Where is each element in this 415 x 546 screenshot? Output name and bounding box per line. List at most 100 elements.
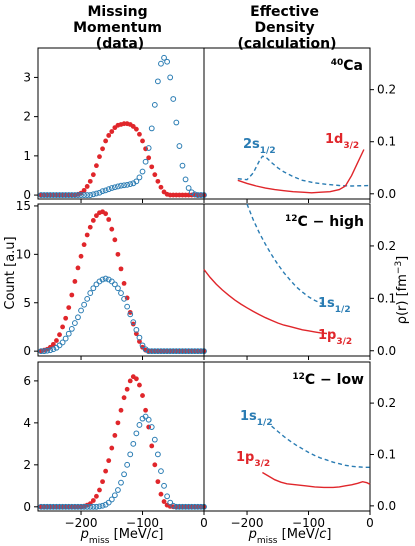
data-point-blue bbox=[198, 348, 204, 355]
data-point-blue bbox=[75, 192, 81, 198]
data-point-blue bbox=[93, 503, 100, 510]
data-point-blue bbox=[188, 348, 195, 355]
data-point-blue bbox=[142, 413, 149, 420]
data-point-red bbox=[158, 491, 164, 497]
series-line-red bbox=[203, 269, 328, 335]
series-line-blue bbox=[237, 155, 371, 187]
data-point-red bbox=[112, 433, 118, 438]
data-point-red bbox=[57, 332, 62, 338]
data-point-red bbox=[133, 331, 139, 337]
right-column-title: Effective Density (calculation) bbox=[238, 4, 337, 52]
data-point-red bbox=[100, 479, 105, 485]
data-point-blue bbox=[121, 182, 127, 189]
data-point-blue bbox=[102, 275, 109, 282]
data-point-blue bbox=[38, 192, 44, 198]
data-point-red bbox=[137, 382, 142, 388]
data-point-red bbox=[87, 224, 93, 230]
data-point-blue bbox=[179, 503, 186, 510]
data-point-red bbox=[112, 237, 118, 243]
data-point-blue bbox=[78, 192, 84, 198]
data-point-blue bbox=[151, 101, 158, 108]
data-point-blue bbox=[179, 162, 186, 169]
data-point-blue bbox=[111, 281, 118, 288]
data-point-red bbox=[87, 178, 93, 184]
series-line-blue bbox=[271, 425, 370, 468]
data-point-red bbox=[109, 129, 115, 134]
data-point-blue bbox=[47, 192, 54, 198]
data-point-red bbox=[106, 217, 112, 222]
data-point-blue bbox=[78, 307, 84, 314]
data-point-red bbox=[115, 251, 121, 257]
data-point-blue bbox=[41, 348, 48, 355]
nucleus-label-c12-high: 12C − high bbox=[285, 214, 364, 230]
data-point-red bbox=[81, 187, 87, 193]
data-point-blue bbox=[50, 503, 57, 510]
data-point-blue bbox=[68, 503, 75, 510]
orbital-label-1p32-high: 1p3/2 bbox=[318, 328, 352, 347]
data-point-blue bbox=[87, 192, 94, 198]
data-point-blue bbox=[154, 78, 161, 85]
y-tick-label: 5 bbox=[23, 296, 31, 310]
y-tick-label: 15 bbox=[16, 199, 31, 213]
data-point-blue bbox=[53, 192, 60, 198]
panel-middle-left: 0 5 10 15 bbox=[16, 199, 207, 360]
data-point-red bbox=[137, 131, 142, 137]
data-point-red bbox=[109, 226, 115, 232]
data-point-red bbox=[81, 242, 87, 248]
data-point-blue bbox=[161, 54, 167, 61]
x-tick-label: −100 bbox=[292, 516, 325, 530]
orbital-label-2s12-ca: 2s1/2 bbox=[243, 137, 276, 156]
data-point-blue bbox=[111, 184, 118, 191]
data-point-blue bbox=[167, 499, 174, 506]
series-line-red bbox=[237, 149, 365, 194]
y-tick-label: 1 bbox=[23, 149, 31, 163]
data-point-blue bbox=[139, 168, 146, 175]
data-point-blue bbox=[59, 503, 66, 510]
data-point-blue bbox=[118, 182, 124, 189]
data-point-blue bbox=[133, 178, 140, 185]
y-tick-label: 2 bbox=[23, 458, 31, 472]
data-point-blue bbox=[75, 314, 81, 321]
orbital-label-1d32-ca: 1d3/2 bbox=[325, 132, 359, 151]
data-point-red bbox=[106, 133, 112, 138]
panel-frame bbox=[37, 361, 205, 512]
data-point-blue bbox=[62, 192, 69, 198]
data-point-blue bbox=[148, 125, 155, 132]
y-tick-label: 6 bbox=[23, 374, 31, 388]
data-point-red bbox=[84, 184, 90, 189]
data-point-blue bbox=[44, 503, 51, 510]
y-tick-label: 3 bbox=[23, 70, 31, 84]
nucleus-label-c12-low: 12C − low bbox=[292, 372, 364, 388]
data-point-blue bbox=[170, 348, 177, 355]
data-point-red bbox=[69, 292, 75, 298]
left-column-title: Missing Momentum (data) bbox=[73, 4, 167, 52]
data-point-red bbox=[130, 124, 136, 129]
data-point-blue bbox=[127, 181, 134, 187]
data-point-blue bbox=[71, 192, 78, 198]
data-point-red bbox=[149, 164, 155, 170]
data-point-blue bbox=[71, 503, 78, 510]
data-point-blue bbox=[145, 416, 152, 423]
data-point-blue bbox=[50, 346, 57, 353]
x-tick-label: −100 bbox=[126, 516, 159, 530]
data-point-red bbox=[97, 154, 102, 160]
data-point-blue bbox=[194, 192, 201, 198]
data-point-blue bbox=[62, 503, 69, 510]
data-point-blue bbox=[182, 348, 189, 355]
y-tick-label: 0.2 bbox=[377, 239, 396, 253]
data-point-blue bbox=[65, 503, 72, 510]
data-point-red bbox=[94, 493, 99, 499]
data-point-blue bbox=[158, 348, 164, 355]
y-tick-label: 0.2 bbox=[377, 83, 396, 97]
data-point-red bbox=[140, 138, 145, 144]
y-tick-label: 0.1 bbox=[377, 447, 396, 461]
data-point-blue bbox=[75, 503, 81, 510]
data-point-red bbox=[54, 338, 59, 343]
data-point-red bbox=[60, 324, 65, 330]
data-point-blue bbox=[124, 461, 131, 468]
data-point-blue bbox=[68, 325, 75, 332]
data-point-blue bbox=[191, 348, 198, 355]
data-point-blue bbox=[87, 503, 94, 510]
data-point-blue bbox=[167, 348, 174, 355]
panel-frame bbox=[203, 361, 371, 512]
